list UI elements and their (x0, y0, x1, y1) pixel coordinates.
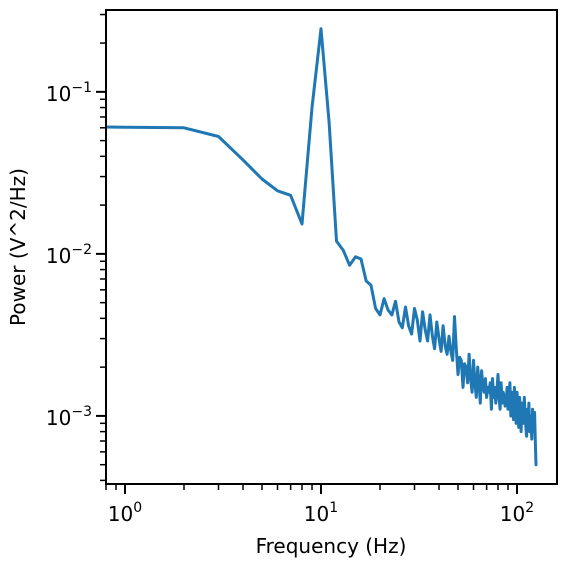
y-tick-label: 10−3 (46, 404, 92, 430)
y-tick-label: 10−2 (46, 242, 92, 268)
series-line-0 (106, 27, 538, 467)
y-tick-labels: 10−1 10−2 10−3 (46, 80, 92, 430)
x-tick-label: 102 (500, 500, 534, 526)
y-tick-label: 10−1 (46, 80, 92, 106)
y-axis-label: Power (V^2/Hz) (6, 168, 30, 326)
x-tick-label: 101 (304, 500, 338, 526)
x-axis-label: Frequency (Hz) (256, 534, 407, 558)
minor-ticks (100, 13, 509, 490)
x-tick-labels: 100 101 102 (108, 500, 534, 526)
x-tick-label: 100 (108, 500, 142, 526)
series-layer (106, 27, 538, 467)
plot-frame (105, 9, 558, 485)
major-ticks (96, 90, 518, 494)
